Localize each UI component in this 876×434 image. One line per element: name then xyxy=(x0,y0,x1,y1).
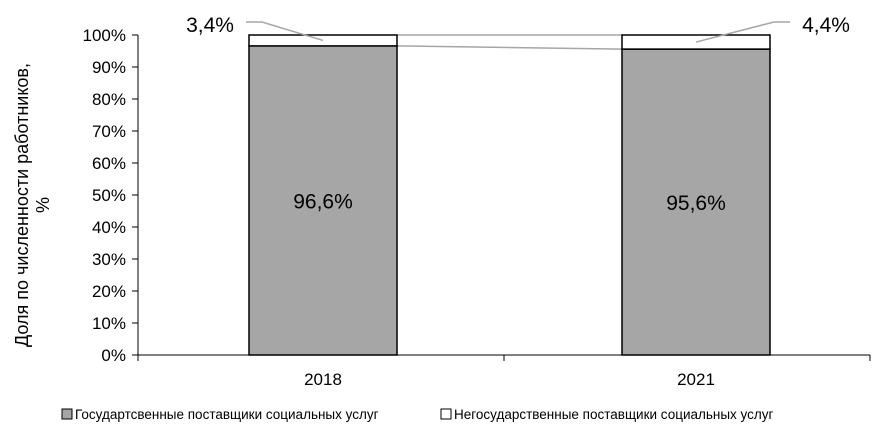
data-label-nonstate: 3,4% xyxy=(186,14,234,37)
bars xyxy=(248,34,771,356)
x-tick-label: 2018 xyxy=(304,370,342,389)
leader-line xyxy=(695,21,790,43)
series-lines xyxy=(396,34,623,50)
y-tick-label: 100% xyxy=(83,26,126,45)
series-line xyxy=(396,45,623,50)
y-axis: 0% 10% 20% 30% 40% 50% 60% 70% 80% 90% 100% xyxy=(83,26,139,365)
y-axis-title-line: % xyxy=(33,197,53,213)
y-tick-label: 80% xyxy=(92,90,126,109)
y-tick-label: 90% xyxy=(92,58,126,77)
y-tick-label: 50% xyxy=(92,186,126,205)
legend-swatch xyxy=(61,408,73,420)
leader-line xyxy=(246,21,324,42)
data-label-state: 96,6% xyxy=(293,190,353,213)
x-tick-label: 2021 xyxy=(677,370,715,389)
legend-swatch xyxy=(440,408,452,420)
y-tick-label: 20% xyxy=(92,282,126,301)
y-tick-label: 10% xyxy=(92,314,126,333)
y-axis-title-text: Доля по численности работников,% xyxy=(12,63,53,347)
data-label-state: 95,6% xyxy=(666,192,726,215)
bar-segment xyxy=(248,45,398,356)
y-axis-title: Доля по численности работников,% xyxy=(12,63,53,347)
x-axis: 2018 2021 xyxy=(137,354,871,389)
y-tick-label: 30% xyxy=(92,250,126,269)
legend-label: Государтсвенные поставщики социальных ус… xyxy=(75,407,379,422)
bar-segment xyxy=(248,34,398,47)
y-tick-label: 40% xyxy=(92,218,126,237)
legend: Государтсвенные поставщики социальных ус… xyxy=(61,407,774,422)
y-tick-label: 70% xyxy=(92,122,126,141)
legend-label: Негосударственные поставщики социальных … xyxy=(454,407,774,422)
data-label-nonstate: 4,4% xyxy=(802,14,850,37)
y-tick-label: 0% xyxy=(101,346,126,365)
data-labels: 96,6% 3,4% 95,6% 4,4% xyxy=(186,14,850,215)
y-axis-title-line: Доля по численности работников, xyxy=(12,63,32,347)
bar-segment xyxy=(621,48,771,356)
y-tick-label: 60% xyxy=(92,154,126,173)
